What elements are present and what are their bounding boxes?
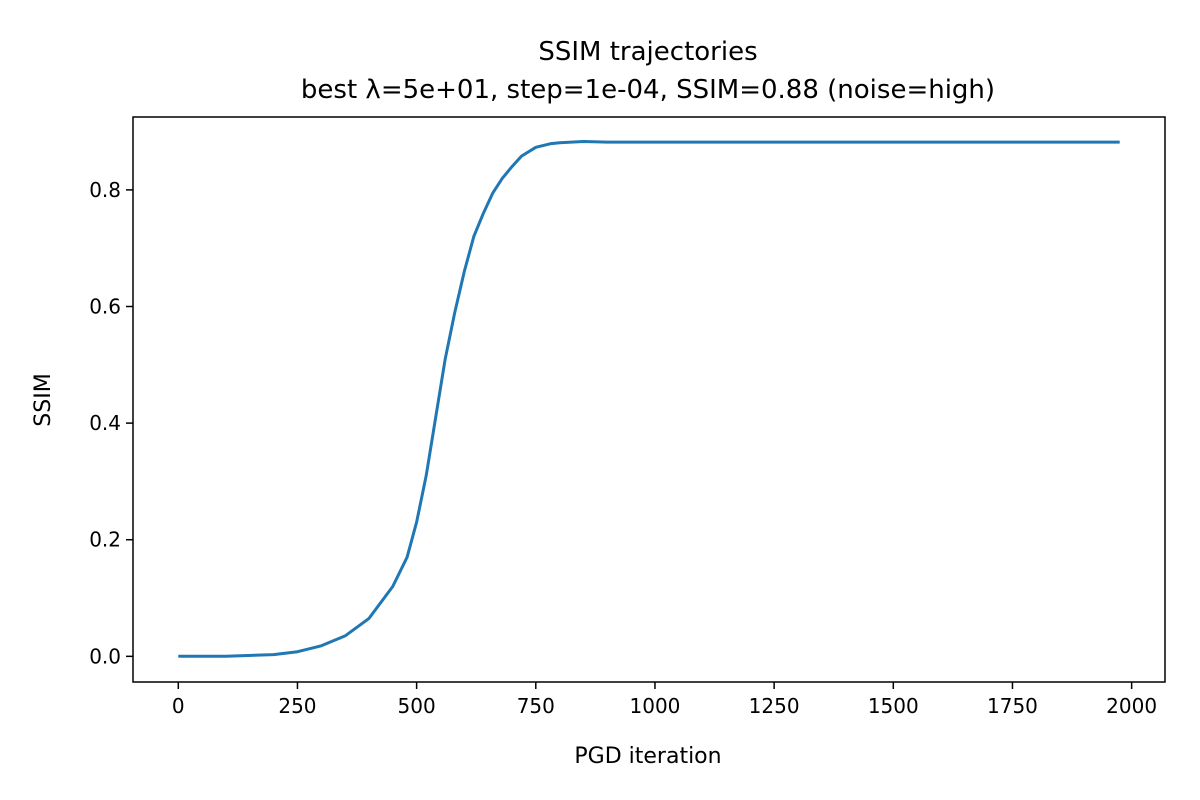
x-axis-ticks: 0 250 500 750 1000 1250 1500 1750 2000 bbox=[172, 682, 1157, 718]
x-tick-label: 1500 bbox=[868, 694, 919, 718]
x-tick-label: 1000 bbox=[630, 694, 681, 718]
y-tick-label: 0.2 bbox=[89, 528, 121, 552]
x-tick-label: 750 bbox=[517, 694, 555, 718]
x-tick-label: 1750 bbox=[987, 694, 1038, 718]
x-axis-label: PGD iteration bbox=[574, 744, 721, 769]
y-tick-label: 0.6 bbox=[89, 294, 121, 318]
chart-subtitle: best λ=5e+01, step=1e-04, SSIM=0.88 (noi… bbox=[301, 75, 995, 105]
y-tick-label: 0.4 bbox=[89, 411, 121, 435]
y-tick-label: 0.8 bbox=[89, 178, 121, 202]
x-tick-label: 0 bbox=[172, 694, 185, 718]
series-line bbox=[178, 140, 1120, 658]
y-axis-label: SSIM bbox=[31, 373, 56, 426]
x-tick-label: 250 bbox=[278, 694, 316, 718]
y-axis-ticks: 0.0 0.2 0.4 0.6 0.8 bbox=[89, 178, 133, 668]
x-tick-label: 500 bbox=[398, 694, 436, 718]
x-tick-label: 1250 bbox=[749, 694, 800, 718]
plot-frame bbox=[132, 116, 1166, 683]
chart-title: SSIM trajectories bbox=[538, 37, 757, 67]
y-tick-label: 0.0 bbox=[89, 644, 121, 668]
x-tick-label: 2000 bbox=[1106, 694, 1157, 718]
